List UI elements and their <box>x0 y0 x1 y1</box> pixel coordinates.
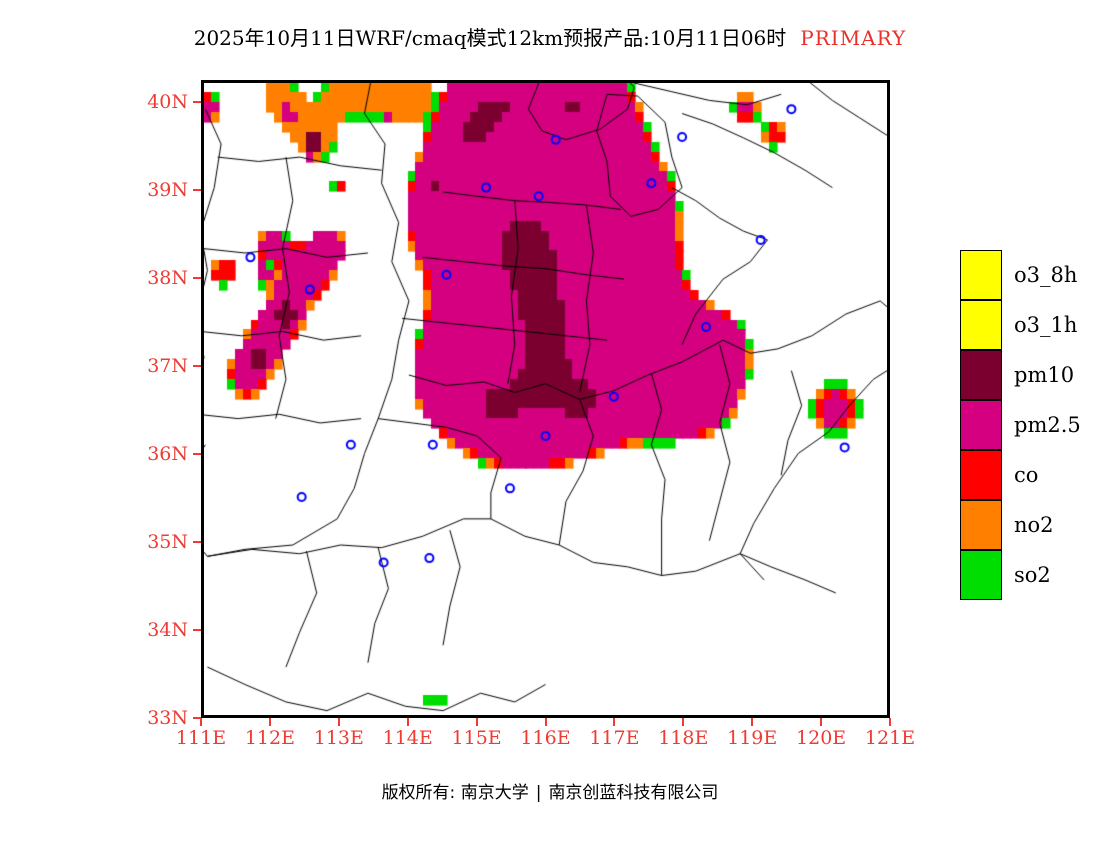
legend-swatch-no2 <box>960 500 1002 550</box>
x-axis-label: 118E <box>658 727 709 749</box>
legend-label-o3-1h: o3_1h <box>1014 313 1078 337</box>
footer-right: 南京创蓝科技有限公司 <box>548 783 719 803</box>
x-axis-label: 121E <box>864 727 916 749</box>
legend-label-co: co <box>1014 463 1039 487</box>
x-axis-tick <box>475 718 478 726</box>
x-axis-tick <box>200 718 202 726</box>
y-axis-label: 39N <box>147 179 188 201</box>
x-axis-tick <box>406 718 409 726</box>
x-axis-tick <box>820 718 823 726</box>
y-axis-label: 35N <box>147 531 188 553</box>
legend-swatch-co <box>960 450 1002 500</box>
x-axis-tick <box>337 718 340 726</box>
x-axis-label: 120E <box>796 727 847 749</box>
y-axis-tick <box>193 277 201 279</box>
legend-swatch-pm2-5 <box>960 400 1002 450</box>
legend-label-pm2-5: pm2.5 <box>1014 413 1081 437</box>
y-axis-tick <box>193 365 201 367</box>
y-axis-tick <box>193 541 201 543</box>
map-plot-area[interactable] <box>201 80 890 718</box>
legend-label-no2: no2 <box>1014 513 1054 537</box>
x-axis-label: 112E <box>244 727 295 749</box>
y-axis-tick <box>193 453 201 455</box>
legend-label-pm10: pm10 <box>1014 363 1075 387</box>
legend-swatch-o3-1h <box>960 300 1002 350</box>
x-axis-tick <box>613 718 616 726</box>
x-axis-label: 116E <box>520 727 571 749</box>
x-axis-tick <box>682 718 685 726</box>
x-axis-label: 114E <box>382 727 433 749</box>
legend-swatch-pm10 <box>960 350 1002 400</box>
x-axis-tick <box>751 718 754 726</box>
x-axis-label: 111E <box>175 727 227 749</box>
footer-separator: | <box>535 783 542 803</box>
y-axis-tick <box>193 101 201 103</box>
y-axis-tick <box>193 629 201 631</box>
copyright-footer: 版权所有: 南京大学 | 南京创蓝科技有限公司 <box>0 778 1100 803</box>
y-axis-label: 37N <box>147 355 188 377</box>
x-axis-tick <box>268 718 271 726</box>
chart-title-flag: PRIMARY <box>800 26 907 50</box>
footer-left: 版权所有: 南京大学 <box>381 783 529 803</box>
chart-title-main: 2025年10月11日WRF/cmaq模式12km预报产品:10月11日06时 <box>193 26 787 50</box>
legend-label-o3-8h: o3_8h <box>1014 263 1078 287</box>
pollutant-heatmap-canvas[interactable] <box>204 83 887 715</box>
legend-label-so2: so2 <box>1014 563 1051 587</box>
legend-swatch-o3-8h <box>960 250 1002 300</box>
y-axis-label: 38N <box>147 267 188 289</box>
x-axis-label: 117E <box>589 727 640 749</box>
x-axis-tick <box>544 718 547 726</box>
y-axis-label: 40N <box>147 91 188 113</box>
y-axis-label: 34N <box>147 619 188 641</box>
legend-swatch-so2 <box>960 550 1002 600</box>
x-axis-label: 119E <box>727 727 778 749</box>
x-axis-tick <box>889 718 891 726</box>
y-axis-label: 33N <box>147 707 188 729</box>
y-axis-tick <box>193 717 201 719</box>
x-axis-label: 113E <box>313 727 364 749</box>
chart-title: 2025年10月11日WRF/cmaq模式12km预报产品:10月11日06时 P… <box>0 22 1100 51</box>
x-axis-label: 115E <box>451 727 502 749</box>
y-axis-tick <box>193 189 201 191</box>
y-axis-label: 36N <box>147 443 188 465</box>
